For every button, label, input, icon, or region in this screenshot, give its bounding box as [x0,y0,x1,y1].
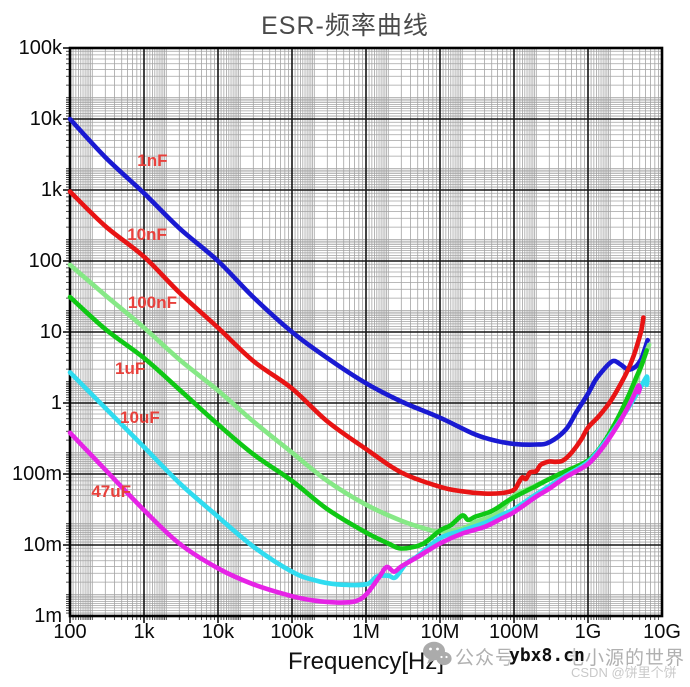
chart-title: ESR-频率曲线 [261,12,429,40]
y-tick-label: 100 [28,250,62,272]
watermark-csdn: CSDN @饼里个饼 [571,665,677,680]
x-tick-label: 100k [270,621,314,643]
y-tick-label: 100m [11,463,62,485]
curve-label-1uF: 1uF [115,359,146,379]
watermark-wechat-text: 公众号 [455,648,516,669]
x-tick-label: 10G [643,621,681,643]
watermark-wechat-text-suffix: 电小源的世界 [565,648,686,669]
x-axis-title: Frequency[Hz] [287,648,445,675]
curve-label-10nF: 10nF [127,225,167,245]
x-tick-label: 1k [133,621,155,643]
x-tick-label: 1M [352,621,380,643]
curve-label-47uF: 47uF [91,481,131,501]
curve-label-100nF: 100nF [127,292,177,312]
watermark-site-url: ybx8.cn [509,645,585,666]
curve-label-1nF: 1nF [137,150,168,170]
y-tick-label: 1 [50,392,62,414]
x-tick-label: 10k [201,621,235,643]
curve-label-10uF: 10uF [120,407,160,427]
curve-1nF [67,116,650,447]
x-tick-label: 10M [420,621,460,643]
x-tick-label: 1G [574,621,602,643]
y-tick-label: 10k [29,108,62,130]
y-tick-label: 1m [34,605,62,627]
curve-10nF [67,189,646,497]
y-tick-label: 10m [23,534,62,556]
x-tick-label: 100 [53,621,87,643]
y-tick-label: 10 [39,321,62,343]
x-tick-label: 100M [488,621,540,643]
curve-47uF [67,383,643,605]
y-tick-label: 1k [40,179,62,201]
plot-border [68,46,664,618]
y-tick-label: 100k [18,37,62,59]
